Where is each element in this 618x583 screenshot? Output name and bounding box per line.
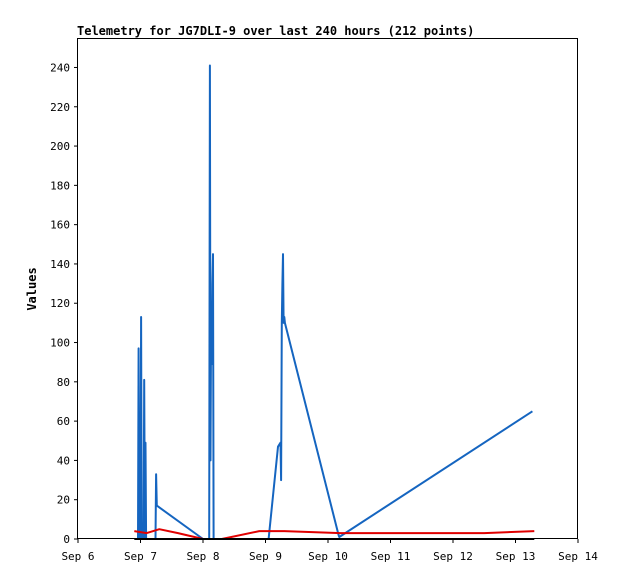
y-tick-label: 20 [57,494,70,507]
y-tick-label: 0 [63,533,70,546]
y-tick-label: 180 [50,179,70,192]
y-axis-ticks: 0 20 40 60 80 100 120 140 160 180 200 220 240 [50,61,78,546]
y-tick-label: 120 [50,297,70,310]
x-tick-label: Sep 7 [124,550,157,563]
plot-layer [134,64,535,540]
y-tick-label: 140 [50,258,70,271]
y-tick-label: 60 [57,415,70,428]
x-tick-label: Sep 8 [186,550,219,563]
x-tick-label: Sep 11 [371,550,411,563]
y-tick-label: 40 [57,454,70,467]
x-tick-label: Sep 13 [496,550,536,563]
y-tick-label: 80 [57,376,70,389]
y-tick-label: 160 [50,219,70,232]
y-tick-label: 200 [50,140,70,153]
y-tick-label: 100 [50,337,70,350]
x-axis-ticks: Sep 6 Sep 7 Sep 8 Sep 9 Sep 10 Sep 11 Sep 12 Se… [61,539,598,563]
x-tick-label: Sep 6 [61,550,94,563]
y-tick-label: 240 [50,61,70,74]
y-axis-label: Values [25,267,39,310]
chart-title: Telemetry for JG7DLI-9 over last 240 hou… [77,24,474,38]
series-line-2 [134,528,535,540]
x-tick-label: Sep 10 [308,550,348,563]
x-tick-label: Sep 14 [558,550,598,563]
x-tick-label: Sep 12 [433,550,473,563]
y-tick-label: 220 [50,101,70,114]
x-tick-label: Sep 9 [249,550,282,563]
